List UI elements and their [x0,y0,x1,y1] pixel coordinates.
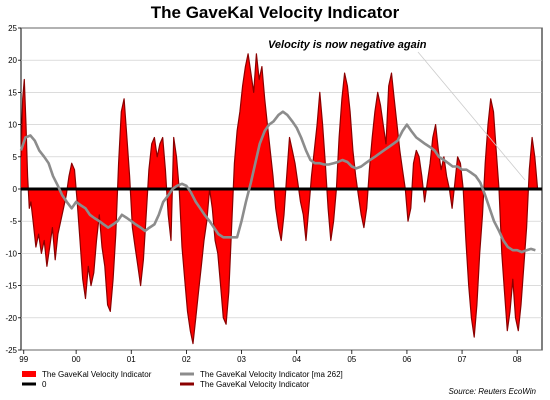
x-tick-label: 02 [182,355,191,364]
chart-annotation: Velocity is now negative again [268,39,427,51]
y-tick-label: -10 [5,249,17,258]
x-tick-label: 08 [513,355,522,364]
y-axis: 25 20 15 10 5 0 -5 -10 -15 -20 -25 [5,24,21,355]
x-tick-label: 07 [458,355,467,364]
y-tick-label: 10 [8,121,17,130]
series-lines [19,53,542,345]
x-tick-label: 99 [19,355,28,364]
y-tick-label: 0 [13,185,18,194]
y-tick-label: 15 [8,88,17,97]
y-tick-label: -25 [5,346,17,355]
chart-title: The GaveKal Velocity Indicator [151,3,400,22]
y-tick-label: -15 [5,282,17,291]
annotation-leader [417,51,526,181]
moving-average-line [19,110,536,254]
y-tick-label: 5 [13,153,18,162]
x-tick-label: 03 [237,355,246,364]
y-tick-label: 20 [8,56,17,65]
velocity-area-fill [21,53,538,344]
legend-swatch-area [22,371,36,377]
x-tick-label: 06 [402,355,411,364]
velocity-area [21,53,538,344]
x-tick-label: 00 [72,355,81,364]
x-tick-label: 04 [292,355,301,364]
y-tick-label: -5 [10,217,18,226]
x-tick-label: 05 [347,355,356,364]
x-tick-label: 01 [127,355,136,364]
legend-label: 0 [42,380,47,389]
x-axis: 99 00 01 02 03 04 05 06 07 08 [19,350,522,364]
source-note: Source: Reuters EcoWin [448,387,536,396]
velocity-outline-line [20,53,539,345]
legend-label: The GaveKal Velocity Indicator [42,370,152,379]
y-tick-label: -20 [5,314,17,323]
legend-label: The GaveKal Velocity Indicator [200,380,310,389]
y-tick-label: 25 [8,24,17,33]
legend-label: The GaveKal Velocity Indicator [ma 262] [200,370,343,379]
